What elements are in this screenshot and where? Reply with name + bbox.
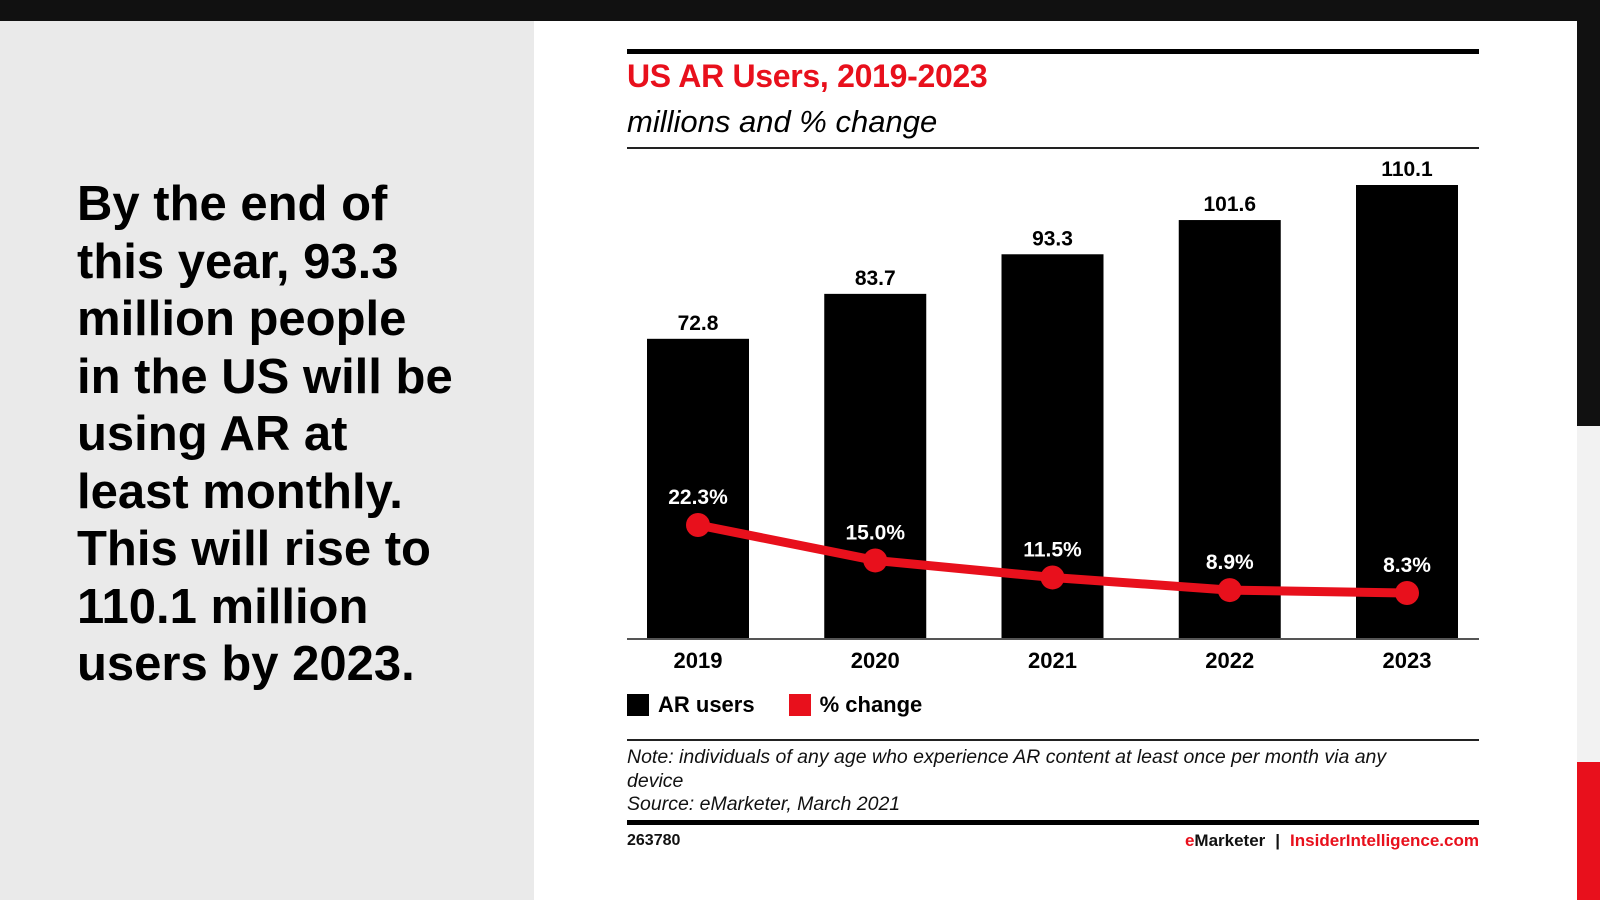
- pct-change-point-2019: [686, 513, 710, 537]
- left-text-panel: [0, 21, 534, 900]
- bar-2019: [647, 338, 749, 639]
- legend-swatch-pct-change: [788, 694, 811, 716]
- note-top-rule: [627, 739, 1479, 741]
- x-tick-label-2021: 2021: [1028, 648, 1077, 673]
- chart-title: US AR Users, 2019-2023: [627, 58, 988, 94]
- bar-value-label-2021: 93.3: [1032, 227, 1073, 250]
- footer-rule: [627, 820, 1479, 825]
- pct-change-label-2020: 15.0%: [845, 521, 905, 544]
- bar-2023: [1356, 185, 1458, 639]
- legend-swatch-ar-users: [627, 694, 649, 716]
- x-tick-label-2022: 2022: [1205, 648, 1254, 673]
- brand-name: Marketer: [1194, 831, 1266, 850]
- pct-change-label-2023: 8.3%: [1383, 554, 1431, 577]
- right-stripe-black: [1577, 21, 1600, 426]
- legend-label-ar-users: AR users: [658, 692, 755, 717]
- bar-2022: [1178, 220, 1281, 639]
- brand-footer: e Marketer | InsiderIntelligence.com: [1185, 831, 1479, 851]
- legend-label-pct-change: % change: [819, 692, 923, 717]
- x-tick-label-2019: 2019: [674, 648, 723, 673]
- pct-change-label-2022: 8.9%: [1206, 551, 1254, 574]
- brand-separator: |: [1275, 831, 1281, 850]
- chart-top-rule: [627, 49, 1479, 54]
- bar-value-label-2023: 110.1: [1381, 158, 1433, 181]
- top-frame-bar: [0, 0, 1600, 21]
- chart-note: Note: individuals of any age who experie…: [627, 746, 1479, 817]
- legend-item-ar-users: AR users: [627, 692, 755, 718]
- brand-e: e: [1184, 831, 1195, 850]
- note-line: Note: individuals of any age who experie…: [627, 746, 1387, 768]
- x-tick-label-2020: 2020: [851, 648, 900, 673]
- pct-change-point-2022: [1217, 578, 1242, 603]
- pct-change-point-2021: [1040, 565, 1065, 590]
- headline-text: By the end of this year, 93.3 million pe…: [77, 177, 453, 691]
- chart-subtitle-rule: [627, 147, 1479, 149]
- note-line-cont: device: [627, 769, 684, 792]
- pct-change-point-2020: [863, 548, 888, 573]
- chart-legend: AR users % change: [627, 692, 956, 718]
- chart-id: 263780: [627, 832, 681, 849]
- pct-change-label-2019: 22.3%: [668, 486, 728, 509]
- chart-subtitle: millions and % change: [627, 104, 938, 139]
- bar-value-label-2019: 72.8: [678, 312, 719, 335]
- insider-intelligence-link[interactable]: InsiderIntelligence.com: [1290, 831, 1479, 850]
- legend-item-pct-change: % change: [788, 692, 923, 718]
- x-tick-label-2023: 2023: [1383, 648, 1432, 673]
- bar-2020: [824, 293, 927, 639]
- right-stripe-red: [1577, 762, 1600, 900]
- bar-value-label-2020: 83.7: [855, 267, 896, 290]
- pct-change-point-2023: [1395, 581, 1419, 605]
- pct-change-label-2021: 11.5%: [1023, 538, 1082, 561]
- bar-value-label-2022: 101.6: [1203, 193, 1256, 216]
- right-stripe-gray: [1577, 426, 1600, 762]
- source-line: Source: eMarketer, March 2021: [627, 793, 901, 815]
